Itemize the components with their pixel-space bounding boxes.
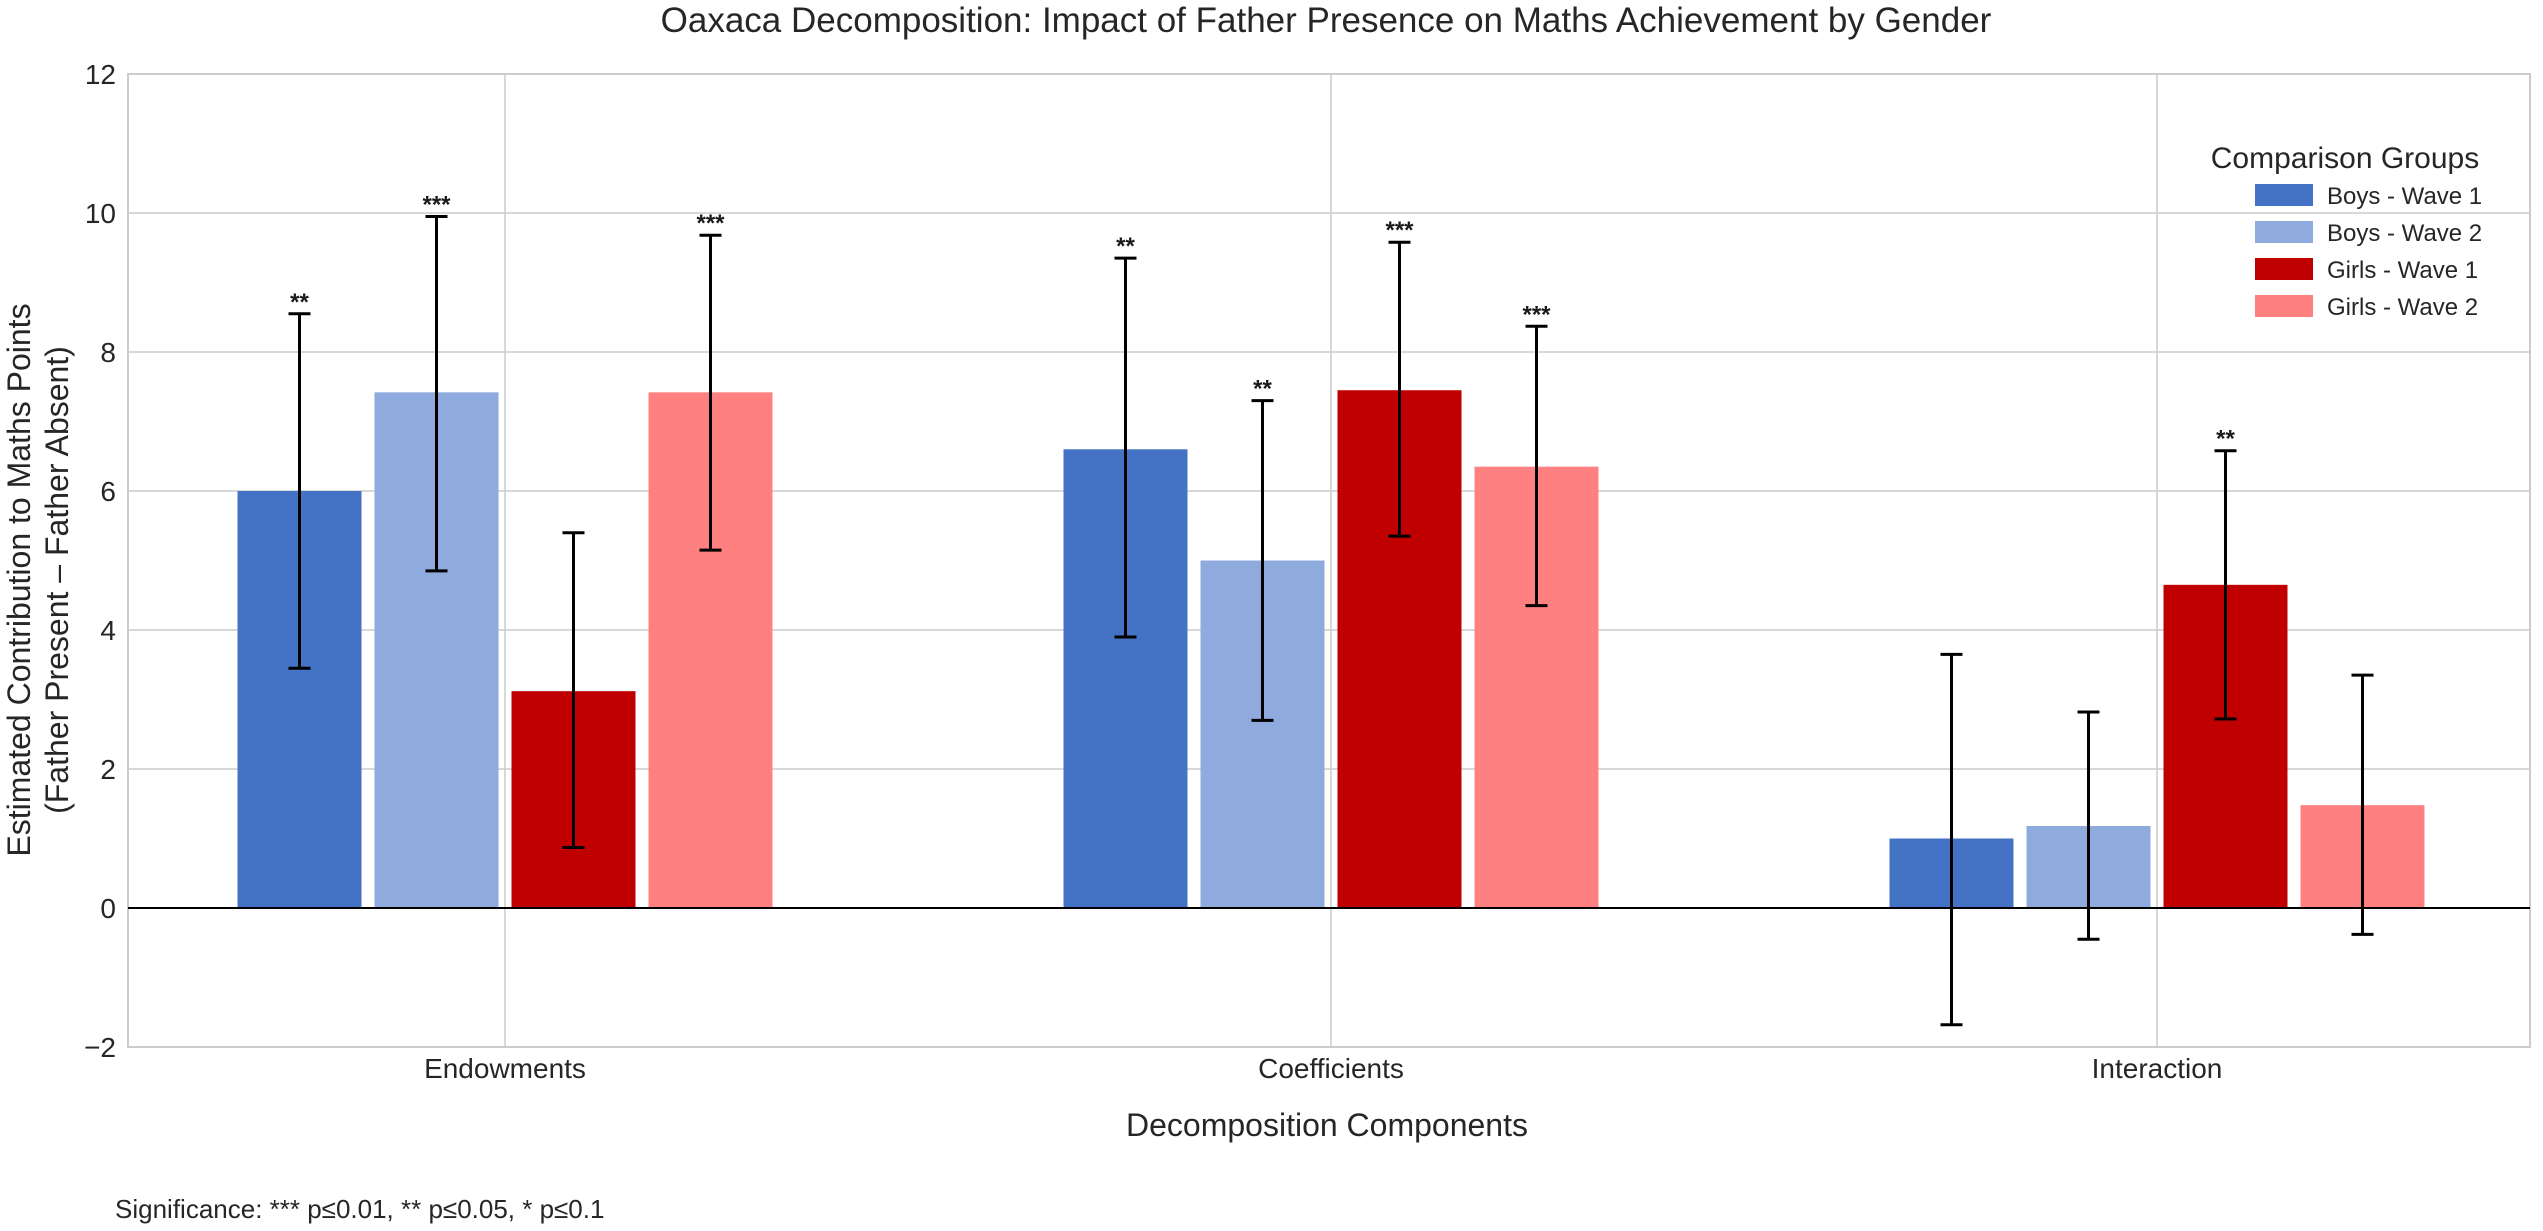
legend-swatch xyxy=(2255,184,2313,206)
y-tick-label: 12 xyxy=(85,59,116,90)
y-tick-label: 6 xyxy=(100,476,116,507)
legend-title: Comparison Groups xyxy=(2211,142,2479,175)
y-axis-label-line-2: (Father Present – Father Absent) xyxy=(39,346,75,814)
legend-label: Boys - Wave 2 xyxy=(2327,220,2482,247)
legend-label: Girls - Wave 2 xyxy=(2327,294,2478,321)
significance-label: ** xyxy=(290,289,309,316)
legend-label: Boys - Wave 1 xyxy=(2327,183,2482,210)
legend-swatch xyxy=(2255,258,2313,280)
y-tick-label: 8 xyxy=(100,337,116,368)
legend-swatch xyxy=(2255,221,2313,243)
significance-label: ** xyxy=(2216,426,2235,453)
x-tick-label-endowments: Endowments xyxy=(424,1053,586,1084)
significance-label: ** xyxy=(1116,233,1135,260)
y-axis-label-line-1: Estimated Contribution to Maths Points xyxy=(1,303,37,856)
legend-label: Girls - Wave 1 xyxy=(2327,257,2478,284)
y-tick-label: 0 xyxy=(100,893,116,924)
significance-label: *** xyxy=(1385,217,1414,244)
significance-label: *** xyxy=(696,210,725,237)
x-tick-label-interaction: Interaction xyxy=(2092,1053,2223,1084)
significance-label: *** xyxy=(422,191,451,218)
legend-swatch xyxy=(2255,295,2313,317)
significance-label: ** xyxy=(1253,376,1272,403)
axes: −2 0 2 4 6 8 10 12 Endowments Coefficients Interac… xyxy=(84,59,2531,1084)
y-tick-label: 4 xyxy=(100,615,116,646)
x-tick-label-coefficients: Coefficients xyxy=(1258,1053,1404,1084)
plot-frame xyxy=(127,73,2531,1048)
y-tick-label: 10 xyxy=(85,198,116,229)
y-tick-label: −2 xyxy=(84,1032,116,1063)
significance-footnote: Significance: *** p≤0.01, ** p≤0.05, * p… xyxy=(115,1194,604,1224)
x-axis-label: Decomposition Components xyxy=(1126,1107,1528,1143)
significance-label: *** xyxy=(1522,301,1551,328)
error-bars xyxy=(288,214,2374,1027)
significance-labels: ******************** xyxy=(290,191,2235,452)
y-tick-label: 2 xyxy=(100,754,116,785)
legend: Comparison Groups Boys - Wave 1 Boys - Wa… xyxy=(2211,142,2482,321)
bars xyxy=(237,390,2425,909)
chart-title: Oaxaca Decomposition: Impact of Father P… xyxy=(661,1,1992,40)
